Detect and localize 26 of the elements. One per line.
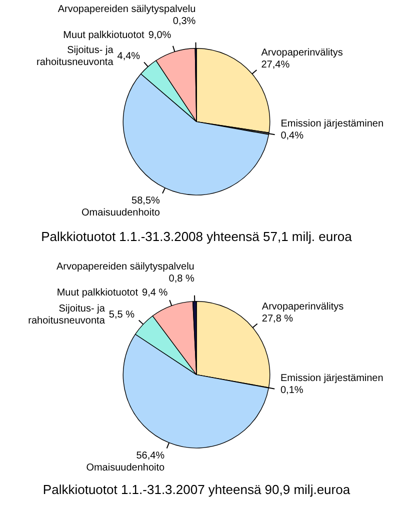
slice-label: Emission järjestäminen	[280, 118, 384, 130]
data-label: 0,3%	[172, 16, 196, 27]
data-label: 9,4 %	[142, 287, 168, 298]
data-label: 0,1%	[280, 385, 304, 396]
slice-label: Arvopaperinvälitys	[261, 48, 343, 59]
slice-label: Muut palkkiotuotot	[63, 30, 145, 41]
data-label: 9,0%	[148, 30, 172, 41]
slice-label: Emission järjestäminen	[280, 373, 384, 384]
slice-label: Muut palkkiotuotot	[56, 287, 138, 298]
data-label: 27,4%	[261, 60, 290, 71]
data-label: 0,8 %	[168, 273, 194, 284]
text: Palkkiotuotot 1.1.-31.3.2007 yhteensä 90,9 milj.euroa	[42, 482, 351, 497]
data-label: 4,4%	[117, 50, 140, 62]
slice-label: Arvopaperinvälitys	[262, 301, 344, 312]
data-label: 5,5 %	[108, 309, 135, 320]
slice-label: Omaisuudenhoito	[82, 207, 160, 218]
slice-label: Sijoitus- ja rahoitusneuvonta	[36, 44, 114, 68]
text: Palkkiotuotot 1.1.-31.3.2008 yhteensä 57,1 milj. euroa	[41, 228, 353, 244]
slice-label: Arvopapereiden säilytyspalvelu	[58, 4, 196, 15]
data-label: 27,8 %	[262, 313, 294, 324]
data-label: 0,4%	[280, 130, 304, 142]
slice-label: Arvopapereiden säilytyspalvelu	[56, 261, 194, 272]
slice-label: Omaisuudenhoito	[86, 462, 166, 474]
slice-label: Sijoitus- ja rahoitusneuvonta	[28, 303, 106, 326]
data-label: 58,5%	[132, 195, 160, 206]
data-label: 56,4%	[136, 450, 165, 462]
